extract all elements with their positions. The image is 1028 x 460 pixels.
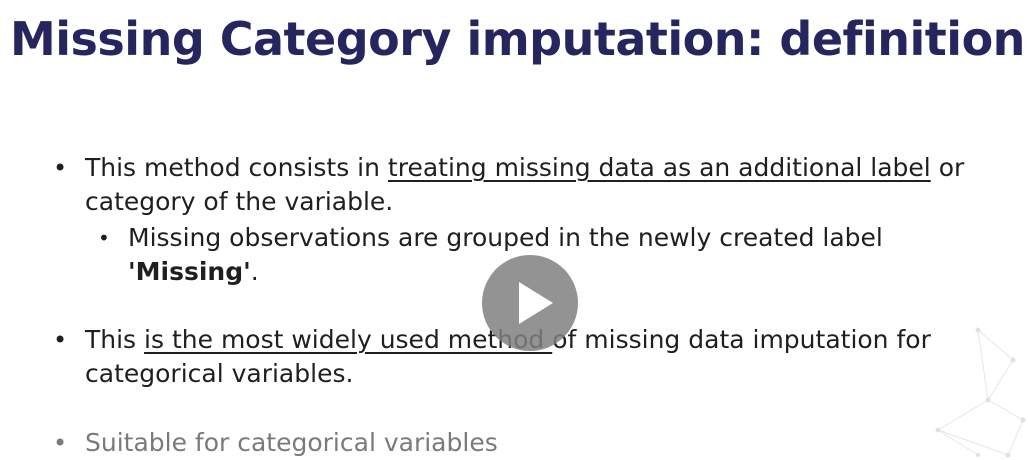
bullet-most-used-method: • This is the most widely used method of… [53, 323, 1015, 391]
slide-title: Missing Category imputation: definition [10, 12, 1025, 66]
bullet-underlined-text: treating missing data as an additional l… [387, 153, 931, 182]
sub-bullet-missing-label: • Missing observations are grouped in th… [98, 221, 1008, 289]
missing-label-text: 'Missing' [128, 257, 251, 286]
bullet-dot: • [98, 226, 110, 250]
bullet-text-prefix: This [85, 325, 145, 354]
bullet-text-prefix: This method consists in [85, 153, 388, 182]
bullet-dot: • [53, 326, 68, 354]
network-decoration-icon [935, 327, 1026, 458]
bullet-underlined-text: is the most widely used method [144, 325, 553, 354]
bullet-text-suffix: of missing data imputation for categoric… [85, 325, 931, 388]
bullet-text-suffix: or category of the variable. [85, 153, 965, 216]
bullet-text-prefix: Missing observations are grouped in the … [128, 223, 883, 252]
play-icon [519, 282, 553, 324]
bullet-dot: • [53, 154, 68, 182]
bullet-text: Suitable for categorical variables [85, 428, 498, 457]
bullet-dot: • [53, 429, 68, 457]
video-play-button[interactable] [482, 255, 578, 351]
bullet-method-definition: • This method consists in treating missi… [53, 151, 1015, 219]
bullet-suitable-for: • Suitable for categorical variables [53, 426, 1015, 460]
bullet-text-suffix: . [250, 257, 259, 286]
